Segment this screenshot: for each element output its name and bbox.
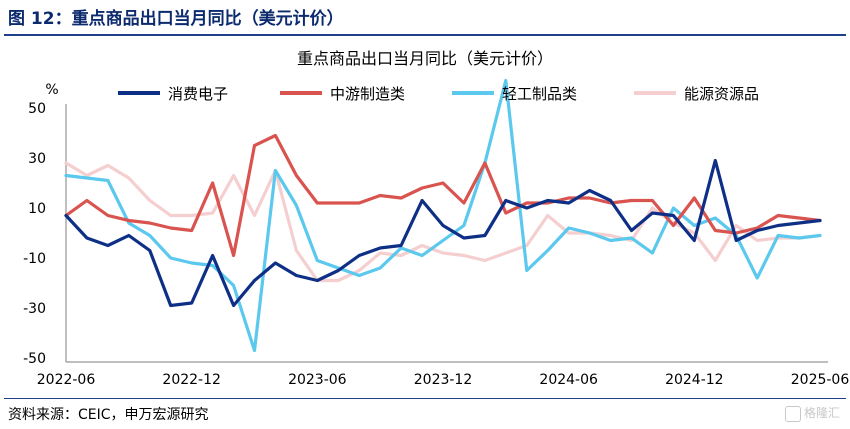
line-chart: 重点商品出口当月同比（美元计价）% 50 30 10 -10 -30 -50 2022-06 2… bbox=[23, 49, 850, 388]
y-tick-label: 30 bbox=[28, 151, 46, 167]
x-tick-label: 2022-06 bbox=[37, 372, 96, 388]
x-tick-label: 2024-12 bbox=[665, 372, 724, 388]
top-rule bbox=[4, 34, 846, 36]
chart-title: 重点商品出口当月同比（美元计价） bbox=[297, 49, 553, 68]
bottom-rule bbox=[4, 398, 846, 399]
x-tick-label: 2024-06 bbox=[539, 372, 598, 388]
series-line-4 bbox=[64, 161, 822, 283]
x-tick-label: 2025-06 bbox=[791, 372, 850, 388]
legend-label: 能源资源品 bbox=[684, 85, 759, 103]
figure-title: 图 12：重点商品出口当月同比（美元计价） bbox=[8, 9, 344, 29]
series-line-2 bbox=[64, 133, 822, 258]
x-tick-label: 2022-12 bbox=[162, 372, 221, 388]
y-axis-unit: % bbox=[45, 82, 58, 98]
watermark: 格隆汇 bbox=[784, 404, 840, 422]
watermark-text: 格隆汇 bbox=[803, 406, 840, 420]
legend-label: 消费电子 bbox=[168, 85, 228, 103]
series-line-1 bbox=[64, 158, 822, 308]
legend-label: 中游制造类 bbox=[330, 85, 405, 103]
x-tick-label: 2023-06 bbox=[288, 372, 347, 388]
y-tick-label: 50 bbox=[28, 101, 46, 117]
source-note: 资料来源：CEIC，申万宏源研究 bbox=[8, 407, 209, 423]
watermark-logo-icon bbox=[784, 405, 801, 422]
series-line-3 bbox=[64, 78, 822, 353]
y-tick-label: 10 bbox=[28, 201, 46, 217]
y-tick-label: -50 bbox=[23, 351, 46, 367]
y-tick-label: -30 bbox=[23, 301, 46, 317]
y-tick-label: -10 bbox=[23, 251, 46, 267]
x-tick-label: 2023-12 bbox=[414, 372, 473, 388]
legend-label: 轻工制品类 bbox=[502, 85, 577, 103]
